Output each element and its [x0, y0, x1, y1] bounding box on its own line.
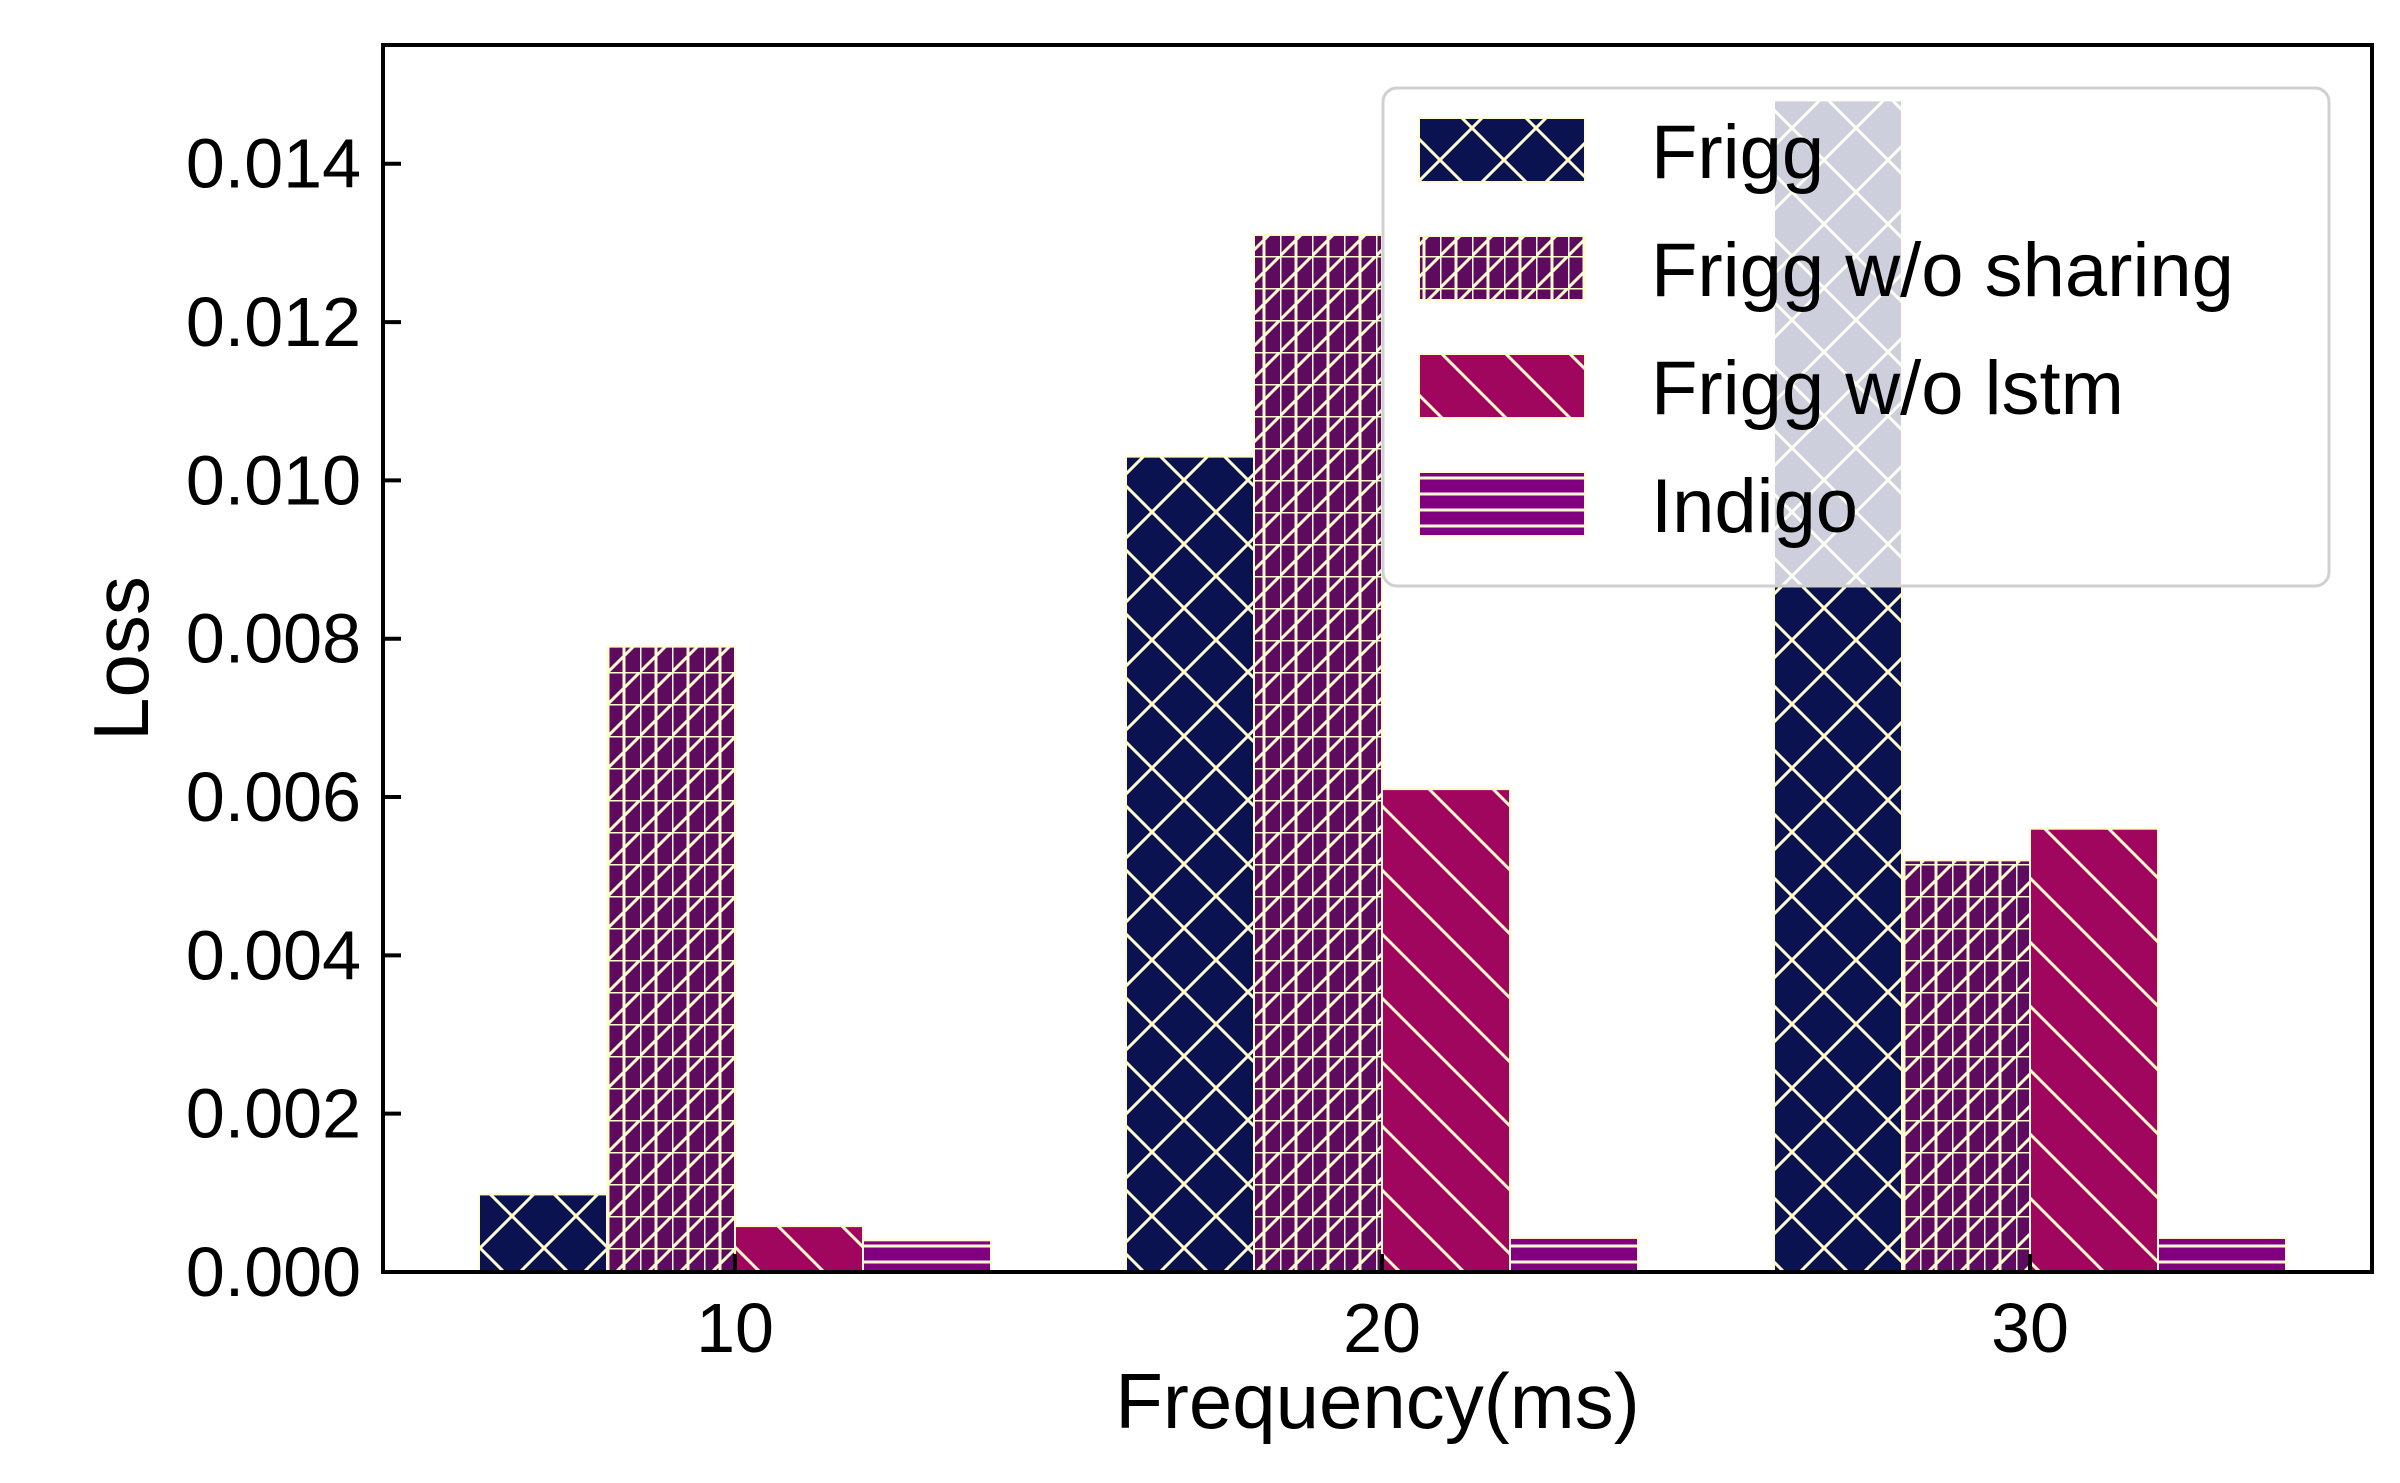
bar-frigg-w-o-lstm-20 [1381, 788, 1511, 1274]
y-tick-label: 0.012 [186, 283, 361, 361]
x-tick-label: 10 [696, 1289, 774, 1367]
bar-indigo-30 [2157, 1236, 2287, 1274]
legend-swatch-frigg-w-o-lstm [1418, 353, 1586, 419]
bar-frigg-w-o-lstm-10 [734, 1225, 864, 1273]
bar-frigg-w-o-sharing-20 [1253, 233, 1383, 1274]
bar-indigo-20 [1509, 1236, 1639, 1274]
bar-frigg-w-o-sharing-10 [606, 645, 736, 1273]
x-axis-label: Frequency(ms) [1115, 1357, 1639, 1445]
legend-label: Indigo [1651, 464, 1858, 549]
x-axis: 10 20 30 [696, 1254, 2069, 1367]
x-tick-label: 20 [1343, 1289, 1421, 1367]
y-tick-label: 0.000 [186, 1233, 361, 1311]
legend: Frigg Frigg w/o sharing Frigg w/o lstm Indi… [1381, 86, 2331, 588]
y-tick-label: 0.014 [186, 125, 361, 203]
y-axis-label: Loss [77, 576, 165, 741]
legend-label: Frigg w/o sharing [1651, 228, 2234, 313]
legend-label: Frigg [1651, 110, 1824, 195]
y-tick-label: 0.010 [186, 441, 361, 519]
bar-frigg-w-o-lstm-30 [2029, 827, 2159, 1273]
legend-swatch-frigg [1418, 117, 1586, 183]
plot-frame [381, 43, 2374, 1274]
x-tick-label: 30 [1991, 1289, 2069, 1367]
legend-swatch-frigg-w-o-sharing [1418, 235, 1586, 301]
y-tick-label: 0.004 [186, 916, 361, 994]
legend-label: Frigg w/o lstm [1651, 346, 2124, 431]
y-tick-label: 0.008 [186, 600, 361, 678]
bar-frigg-w-o-sharing-30 [1901, 859, 2031, 1273]
bar-indigo-10 [862, 1239, 992, 1273]
y-tick-label: 0.002 [186, 1075, 361, 1153]
bar-frigg-20 [1125, 455, 1255, 1273]
bar-frigg-10 [478, 1193, 608, 1273]
y-tick-label: 0.006 [186, 758, 361, 836]
legend-box [1381, 86, 2331, 588]
legend-swatch-indigo [1418, 471, 1586, 537]
y-axis: 0.000 0.002 0.004 0.006 0.008 0.010 0.012 0.014 [186, 125, 401, 1311]
